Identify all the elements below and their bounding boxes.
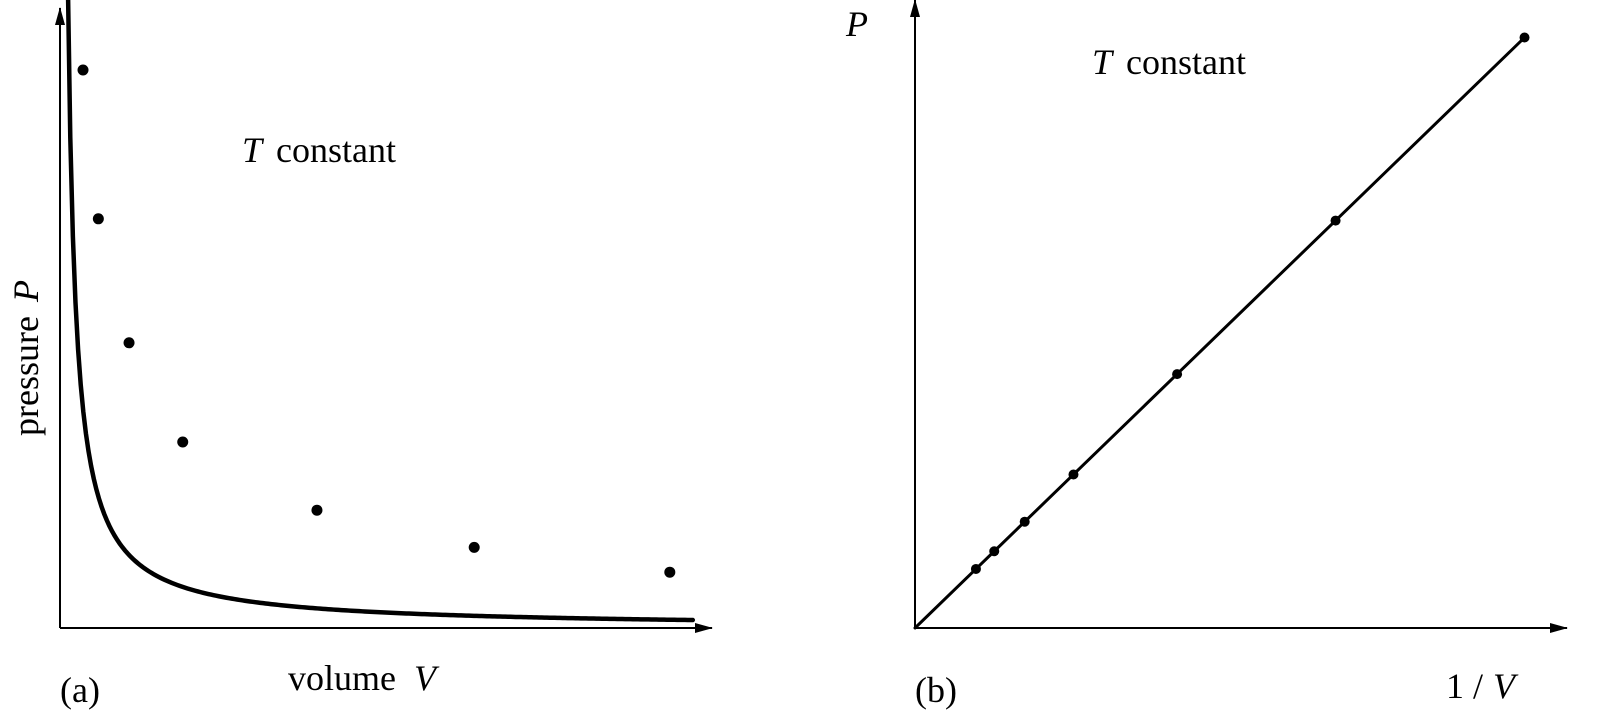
panel-b-x-axis-symbol: V	[1493, 666, 1519, 706]
panel-a-data-points	[77, 64, 676, 578]
panel-b-y-axis-symbol: P	[845, 4, 868, 44]
panel-b-label: (b)	[915, 670, 957, 710]
panel-a-x-axis-symbol: V	[414, 658, 440, 698]
panel-b-x-axis-title: 1 /	[1446, 666, 1483, 706]
panel-a-data-point	[77, 64, 89, 76]
panel-b-x-axis-label: 1 / V	[1446, 666, 1519, 706]
panel-b-data-point	[1519, 32, 1530, 43]
panel-a-data-point	[92, 213, 104, 225]
panel-b-annotation-symbol: T	[1092, 42, 1115, 82]
panel-a-data-point	[468, 541, 480, 553]
panel-a-data-point	[311, 504, 323, 516]
panel-a-annotation-text: constant	[276, 130, 396, 170]
panel-a-label: (a)	[60, 670, 100, 710]
panel-b-data-point	[1068, 469, 1079, 480]
panel-a-data-point	[123, 337, 135, 349]
panel-b-data-point	[1330, 215, 1341, 226]
panel-a-data-point	[664, 566, 676, 578]
panel-a-x-axis-label: volume V	[288, 658, 440, 698]
panel-a-y-axis-symbol: P	[6, 280, 46, 303]
panel-b-data-point	[1172, 369, 1183, 380]
panel-b-data-points	[970, 32, 1530, 574]
panel-a-x-axis-title: volume	[288, 658, 396, 698]
panel-a-annotation-symbol: T	[242, 130, 265, 170]
panel-b-pressure-inverse-volume-line	[913, 36, 1527, 630]
panel-b-annotation-text: constant	[1126, 42, 1246, 82]
panel-b-data-point	[989, 546, 1000, 557]
panel-b-data-point	[970, 563, 981, 574]
panel-a-y-axis-label: pressure P	[6, 280, 46, 436]
panel-a-data-point	[177, 436, 189, 448]
panel-a-y-axis-title: pressure	[6, 316, 46, 436]
panel-a-pressure-volume-curve	[65, 0, 696, 623]
panel-b-data-point	[1019, 516, 1030, 527]
